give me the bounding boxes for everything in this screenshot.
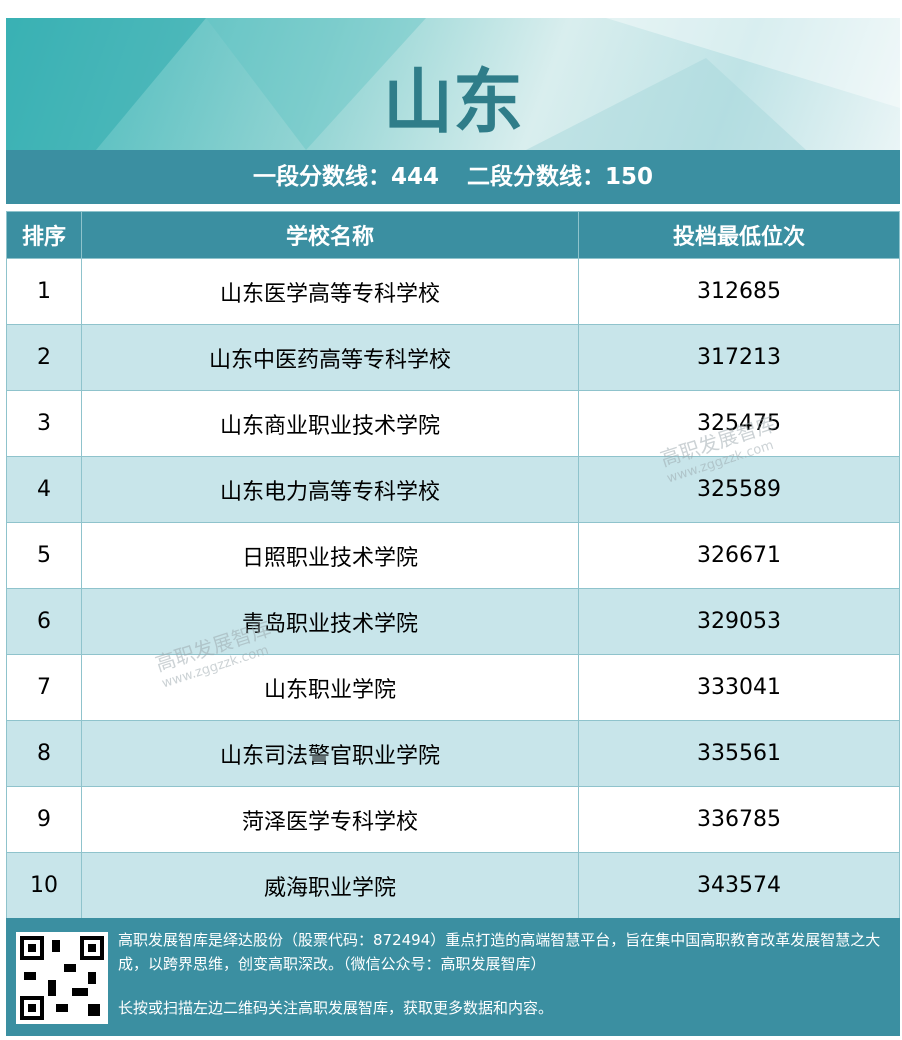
footer-cta: 长按或扫描左边二维码关注高职发展智库，获取更多数据和内容。 [118,999,554,1017]
rank: 5 [6,522,82,589]
table-row: 8 山东司法警官职业学院 335561 [6,720,900,787]
table-row: 3 山东商业职业技术学院 325475 [6,390,900,457]
table-row: 4 山东电力高等专科学校 325589 [6,456,900,523]
min-position: 317213 [578,324,900,391]
rank: 10 [6,852,82,919]
table: 排序 学校名称 投档最低位次 1 山东医学高等专科学校 312685 2 山东中医药高等专科学… [6,211,900,919]
school-name: 山东电力高等专科学校 [81,456,579,523]
rank: 6 [6,588,82,655]
table-row: 5 日照职业技术学院 326671 [6,522,900,589]
table-row: 2 山东中医药高等专科学校 317213 [6,324,900,391]
min-position: 329053 [578,588,900,655]
title: 山东 [383,60,523,143]
min-position: 343574 [578,852,900,919]
rank: 2 [6,324,82,391]
cutoff-label: 二段分数线： [467,164,605,190]
min-position: 325475 [578,390,900,457]
qr-code [16,932,108,1024]
rank: 9 [6,786,82,853]
school-name: 日照职业技术学院 [81,522,579,589]
footer-intro: 高职发展智库是绎达股份（股票代码：872494）重点打造的高端智慧平台，旨在集中… [118,931,881,973]
table-row: 6 青岛职业技术学院 329053 [6,588,900,655]
school-name: 山东司法警官职业学院 [81,720,579,787]
school-name: 山东职业学院 [81,654,579,721]
min-position: 336785 [578,786,900,853]
cutoff-value: 150 [605,164,654,190]
rank: 7 [6,654,82,721]
school-name: 山东商业职业技术学院 [81,390,579,457]
school-name: 山东中医药高等专科学校 [81,324,579,391]
cutoff-label: 一段分数线： [252,164,391,190]
banner: 山东 [6,18,900,150]
column-header: 学校名称 [81,211,579,259]
school-name: 威海职业学院 [81,852,579,919]
table-row: 7 山东职业学院 333041 [6,654,900,721]
school-name: 山东医学高等专科学校 [81,258,579,325]
rank: 3 [6,390,82,457]
rank: 1 [6,258,82,325]
min-position: 312685 [578,258,900,325]
min-position: 335561 [578,720,900,787]
min-position: 333041 [578,654,900,721]
cutoff: 二段分数线：150 [467,164,653,190]
table-row: 1 山东医学高等专科学校 312685 [6,258,900,325]
cutoff-bar: 一段分数线：444 二段分数线：150 [6,150,900,204]
table-row: 10 威海职业学院 343574 [6,852,900,919]
footer: 高职发展智库是绎达股份（股票代码：872494）重点打造的高端智慧平台，旨在集中… [6,918,900,1036]
banner-pattern [6,18,900,150]
rank: 8 [6,720,82,787]
min-position: 325589 [578,456,900,523]
rank: 4 [6,456,82,523]
min-position: 326671 [578,522,900,589]
cutoff: 一段分数线：444 [253,164,439,190]
school-name: 菏泽医学专科学校 [81,786,579,853]
cutoff-value: 444 [390,164,439,190]
school-name: 青岛职业技术学院 [81,588,579,655]
column-header: 排序 [6,211,82,259]
table-row: 9 菏泽医学专科学校 336785 [6,786,900,853]
column-header: 投档最低位次 [578,211,900,259]
